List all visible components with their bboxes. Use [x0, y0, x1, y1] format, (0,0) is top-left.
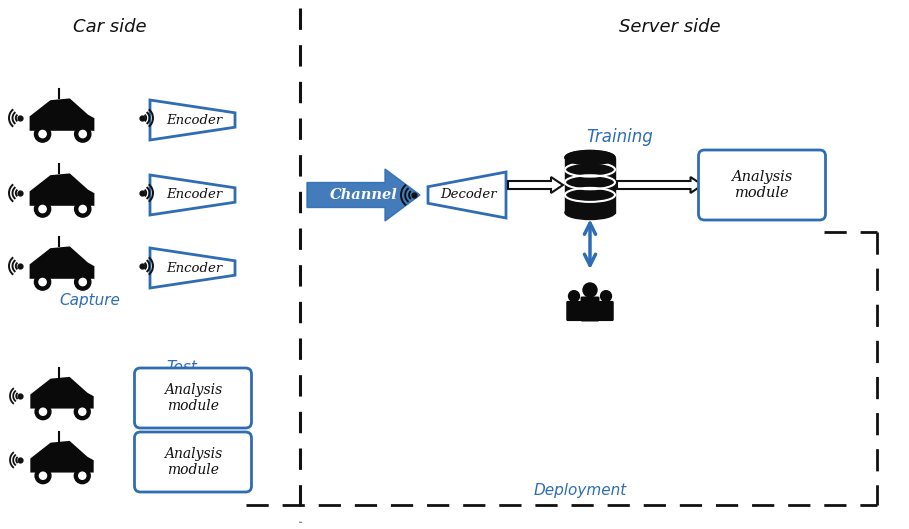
Polygon shape — [508, 177, 563, 193]
Ellipse shape — [565, 205, 615, 220]
Text: Capture: Capture — [60, 293, 120, 307]
Circle shape — [79, 278, 86, 286]
Circle shape — [35, 201, 51, 217]
Circle shape — [35, 126, 51, 142]
Text: Decoder: Decoder — [441, 188, 497, 202]
Circle shape — [79, 408, 85, 415]
FancyBboxPatch shape — [698, 150, 825, 220]
Text: Encoder: Encoder — [166, 261, 223, 275]
Circle shape — [75, 404, 90, 419]
Polygon shape — [30, 174, 95, 206]
Circle shape — [75, 274, 91, 290]
Circle shape — [35, 404, 51, 419]
Circle shape — [583, 283, 597, 297]
FancyBboxPatch shape — [581, 296, 600, 322]
FancyBboxPatch shape — [598, 301, 614, 321]
Polygon shape — [30, 98, 95, 131]
Circle shape — [39, 278, 46, 286]
Ellipse shape — [565, 150, 615, 165]
Circle shape — [39, 408, 46, 415]
Circle shape — [79, 472, 85, 479]
Circle shape — [75, 201, 91, 217]
Circle shape — [601, 291, 612, 302]
Text: Encoder: Encoder — [166, 188, 223, 202]
Circle shape — [35, 274, 51, 290]
Circle shape — [39, 130, 46, 138]
Ellipse shape — [565, 150, 615, 165]
Circle shape — [79, 205, 86, 213]
Polygon shape — [617, 177, 703, 193]
Bar — [565, 158, 615, 213]
Text: Analysis
module: Analysis module — [164, 383, 222, 413]
Polygon shape — [30, 441, 94, 472]
Text: Test: Test — [166, 360, 197, 376]
FancyBboxPatch shape — [135, 368, 252, 428]
Circle shape — [35, 468, 51, 484]
Polygon shape — [30, 247, 95, 279]
Text: Car side: Car side — [74, 18, 147, 36]
Circle shape — [568, 291, 579, 302]
Circle shape — [75, 126, 91, 142]
Text: Analysis
module: Analysis module — [732, 170, 793, 200]
Text: Deployment: Deployment — [534, 484, 626, 498]
Text: Server side: Server side — [619, 18, 721, 36]
FancyBboxPatch shape — [135, 432, 252, 492]
Text: Analysis
module: Analysis module — [164, 447, 222, 477]
Polygon shape — [30, 377, 94, 408]
Circle shape — [75, 468, 90, 484]
Text: Encoder: Encoder — [166, 114, 223, 126]
Circle shape — [79, 130, 86, 138]
Circle shape — [39, 472, 46, 479]
Circle shape — [39, 205, 46, 213]
FancyBboxPatch shape — [566, 301, 582, 321]
Text: Training: Training — [586, 129, 654, 147]
Text: Channel: Channel — [330, 188, 397, 202]
Polygon shape — [307, 169, 420, 221]
